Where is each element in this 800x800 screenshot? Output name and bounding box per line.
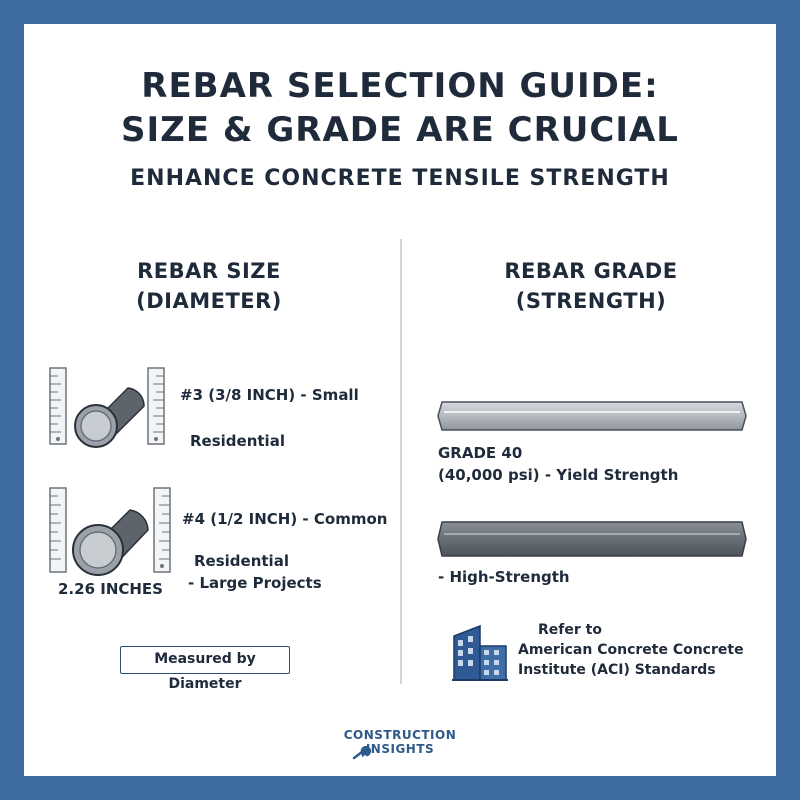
rebar-4-cross-section-icon: [49, 487, 171, 576]
dimension-label: 2.26 INCHES: [58, 580, 163, 598]
grade-40-title: GRADE 40: [438, 444, 523, 462]
high-strength-bar: [437, 521, 747, 557]
high-strength-label: - High-Strength: [438, 568, 570, 586]
grade-heading: REBAR GRADE (STRENGTH): [466, 256, 716, 316]
size-heading-line-2: (DIAMETER): [136, 289, 282, 313]
rebar-4-use: Residential: [194, 552, 289, 570]
column-divider: [400, 239, 402, 684]
wrench-logo-icon: [352, 746, 372, 760]
logo-line-2: INSIGHTS: [365, 742, 435, 756]
rebar-4-use-large: - Large Projects: [188, 574, 322, 592]
rebar-3-use: Residential: [190, 432, 285, 450]
size-heading: REBAR SIZE (DIAMETER): [84, 256, 334, 316]
reference-line-3: Institute (ACI) Standards: [518, 662, 716, 678]
rebar-3-cross-section-icon: [49, 367, 165, 448]
logo-line-1: CONSTRUCTION: [343, 728, 457, 742]
rebar-3-label: #3 (3/8 INCH) - Small: [180, 386, 359, 404]
size-heading-line-1: REBAR SIZE: [137, 259, 281, 283]
reference-line-1: Refer to: [538, 622, 602, 638]
title-line-1: REBAR SELECTION GUIDE:: [141, 66, 659, 106]
building-icon: [452, 624, 508, 681]
measured-by-diameter-note: Measured by Diameter: [120, 646, 290, 692]
grade-40-strength: (40,000 psi) - Yield Strength: [438, 466, 679, 484]
reference-line-2: American Concrete Concrete: [518, 642, 744, 658]
grade-heading-line-2: (STRENGTH): [515, 289, 667, 313]
title-line-2: SIZE & GRADE ARE CRUCIAL: [121, 110, 679, 150]
grade-40-bar: [437, 401, 747, 431]
grade-heading-line-1: REBAR GRADE: [504, 259, 678, 283]
subtitle: ENHANCE CONCRETE TENSILE STRENGTH: [130, 166, 670, 191]
infographic-card: REBAR SELECTION GUIDE: SIZE & GRADE ARE …: [24, 24, 776, 776]
rebar-4-label: #4 (1/2 INCH) - Common: [182, 510, 388, 528]
